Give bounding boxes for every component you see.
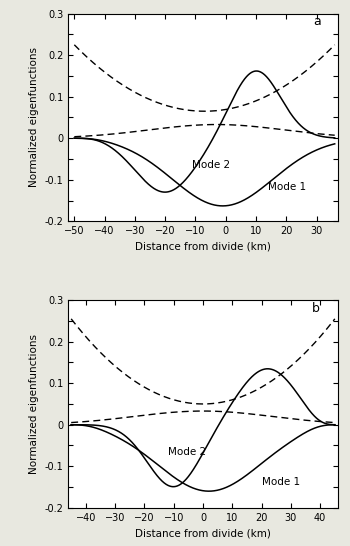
Text: Mode 1: Mode 1 [261, 477, 300, 487]
Y-axis label: Normalized eigenfunctions: Normalized eigenfunctions [29, 48, 39, 187]
Text: a: a [314, 15, 321, 28]
Text: b: b [312, 302, 319, 315]
Text: Mode 1: Mode 1 [268, 182, 306, 192]
Y-axis label: Normalized eigenfunctions: Normalized eigenfunctions [29, 334, 39, 474]
X-axis label: Distance from divide (km): Distance from divide (km) [135, 242, 271, 252]
X-axis label: Distance from divide (km): Distance from divide (km) [135, 528, 271, 538]
Text: Mode 2: Mode 2 [193, 160, 231, 170]
Text: Mode 2: Mode 2 [168, 447, 206, 456]
